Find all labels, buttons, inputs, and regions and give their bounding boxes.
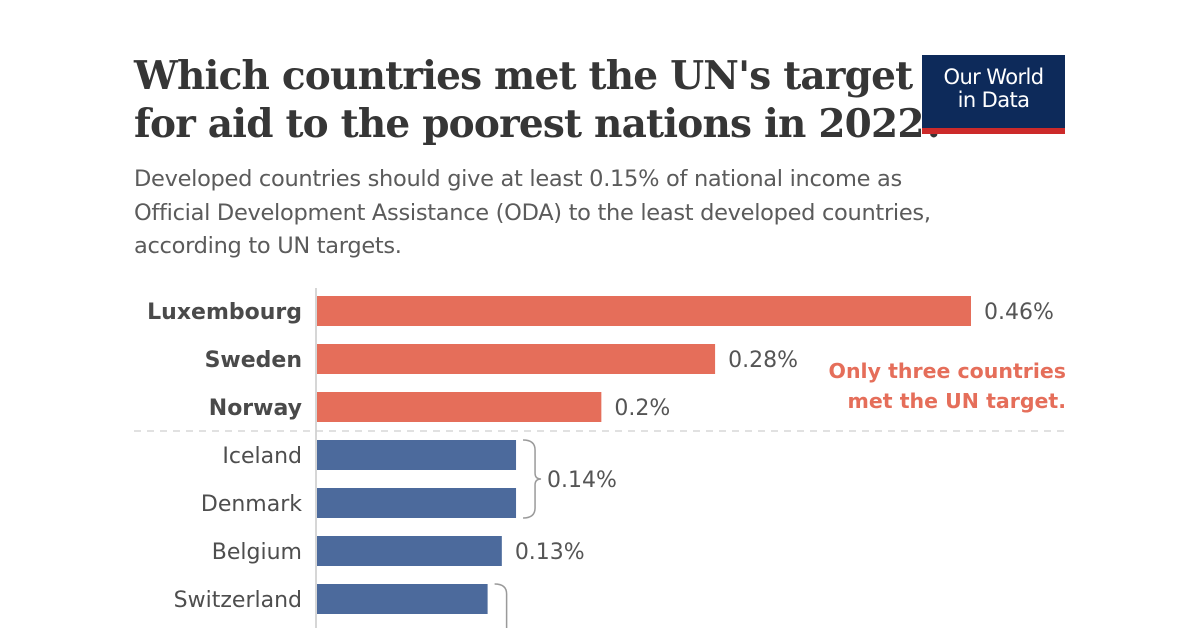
bar-norway xyxy=(317,392,602,422)
labels-layer: Luxembourg 0.46% Sweden 0.28% Norway 0.2% Icel… xyxy=(147,300,1054,613)
category-label-belgium: Belgium xyxy=(212,540,302,565)
bar-sweden xyxy=(317,344,716,374)
bar-switzerland xyxy=(317,584,488,614)
subtitle-line-2: Official Development Assistance (ODA) to… xyxy=(134,199,931,226)
annotation-line-2: met the UN target. xyxy=(848,389,1066,413)
owid-logo[interactable]: Our World in Data xyxy=(922,55,1065,134)
subtitle-line-3: according to UN targets. xyxy=(134,233,402,259)
category-label-sweden: Sweden xyxy=(205,348,302,373)
annotation-line-1: Only three countries xyxy=(829,359,1066,383)
category-label-switzerland: Switzerland xyxy=(174,588,302,613)
chart-title-line-1: Which countries met the UN's target xyxy=(134,53,913,99)
bar-luxembourg xyxy=(317,296,971,326)
category-label-norway: Norway xyxy=(209,396,302,421)
category-label-iceland: Iceland xyxy=(222,444,302,469)
group-brace-cutoff xyxy=(494,583,508,628)
category-label-denmark: Denmark xyxy=(201,492,302,517)
value-label-sweden: 0.28% xyxy=(728,348,798,373)
value-label-norway: 0.2% xyxy=(614,396,670,421)
group-value-label-iceland-denmark: 0.14% xyxy=(547,468,617,493)
logo-line-2: in Data xyxy=(957,88,1030,112)
bar-iceland xyxy=(317,440,517,470)
group-brace-0-14- xyxy=(523,439,542,519)
chart-subtitle: Developed countries should give at least… xyxy=(134,163,1094,264)
logo-line-1: Our World xyxy=(943,65,1045,89)
value-label-luxembourg: 0.46% xyxy=(984,300,1054,325)
chart-title: Which countries met the UN's target for … xyxy=(134,52,947,148)
bars-layer xyxy=(134,288,1066,628)
value-label-belgium: 0.13% xyxy=(515,540,585,565)
subtitle-line-1: Developed countries should give at least… xyxy=(134,166,902,192)
bar-denmark xyxy=(317,488,517,518)
chart-title-line-2: for aid to the poorest nations in 2022? xyxy=(134,101,947,147)
category-label-luxembourg: Luxembourg xyxy=(147,300,302,325)
bar-belgium xyxy=(317,536,502,566)
